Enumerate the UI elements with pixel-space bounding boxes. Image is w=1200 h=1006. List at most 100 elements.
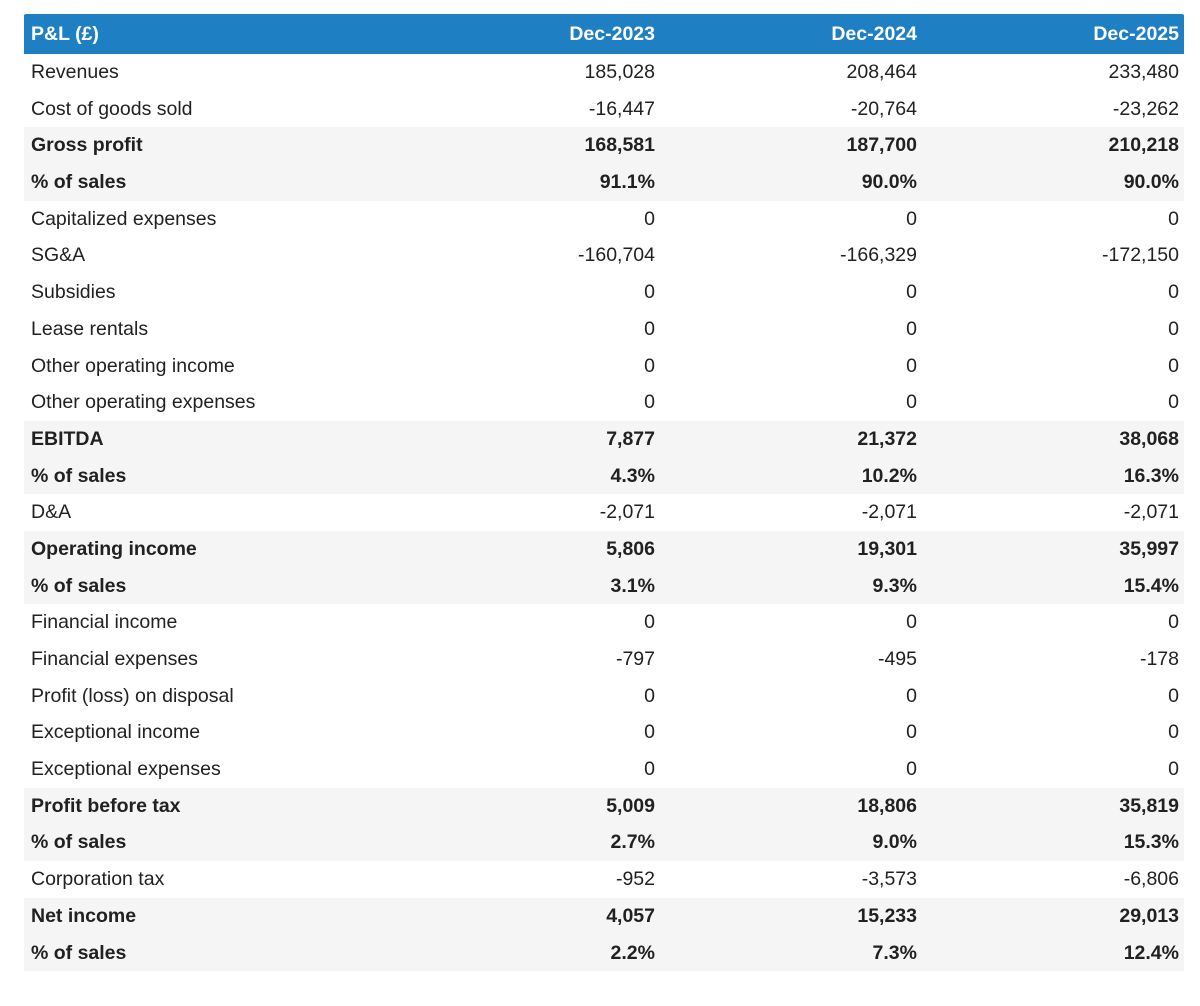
row-value: 0 (644, 281, 655, 304)
row-label: % of sales (31, 941, 127, 964)
row-value: 0 (1168, 317, 1179, 340)
row-value: 0 (1168, 758, 1179, 781)
row-value: 0 (1168, 611, 1179, 634)
row-value: 233,480 (1108, 61, 1180, 83)
row-value: 15.4% (1123, 574, 1179, 597)
row-value: 21,372 (857, 427, 917, 450)
row-value: -2,071 (861, 501, 917, 524)
row-value: 185,028 (584, 61, 656, 83)
row-value: 9.3% (872, 574, 917, 597)
row-value: 19,301 (857, 537, 917, 560)
row-value: -166,329 (840, 244, 917, 267)
row-value: 7,877 (606, 427, 655, 450)
table-row: Financial expenses -797 -495 -178 (24, 641, 1184, 678)
row-value: 35,997 (1119, 537, 1179, 560)
table-row: % of sales 2.2% 7.3% 12.4% (24, 934, 1184, 972)
table-row: Subsidies 0 0 0 (24, 274, 1184, 311)
row-value: 0 (906, 281, 917, 304)
row-value: 187,700 (846, 134, 918, 157)
row-value: 35,819 (1119, 794, 1179, 817)
table-row: Capitalized expenses 0 0 0 (24, 200, 1184, 238)
row-value: -23,262 (1112, 97, 1179, 120)
row-label: D&A (31, 501, 72, 524)
row-value: 5,009 (606, 794, 655, 817)
table-row: Profit before tax 5,009 18,806 35,819 (24, 787, 1184, 825)
row-label: Profit (loss) on disposal (31, 684, 234, 707)
table-row: Gross profit 168,581 187,700 210,218 (24, 127, 1184, 165)
table-row: % of sales 91.1% 90.0% 90.0% (24, 164, 1184, 201)
table-row: Exceptional expenses 0 0 0 (24, 751, 1184, 788)
table-row: Operating income 5,806 19,301 35,997 (24, 530, 1184, 568)
table-row: SG&A -160,704 -166,329 -172,150 (24, 237, 1184, 275)
row-label: Subsidies (31, 281, 116, 304)
row-label: Exceptional expenses (31, 758, 221, 781)
row-label: Capitalized expenses (31, 207, 217, 230)
row-value: 16.3% (1123, 464, 1179, 487)
row-value: -160,704 (578, 244, 655, 267)
row-value: 168,581 (584, 134, 656, 157)
row-value: 12.4% (1123, 941, 1179, 964)
row-label: Operating income (31, 537, 197, 560)
row-value: 0 (906, 758, 917, 781)
row-value: 0 (644, 684, 655, 707)
row-label: Financial expenses (31, 648, 198, 670)
row-value: -172,150 (1102, 244, 1179, 267)
row-value: 3.1% (610, 574, 655, 597)
row-value: 210,218 (1108, 134, 1180, 157)
row-label: % of sales (31, 464, 127, 487)
row-value: 0 (906, 317, 917, 340)
column-header-dec-2023: Dec-2023 (569, 23, 655, 45)
row-value: 4.3% (610, 464, 655, 487)
row-label: Profit before tax (31, 794, 181, 817)
row-value: 0 (644, 758, 655, 781)
table-row: Financial income 0 0 0 (24, 604, 1184, 641)
table-header-row: P&L (£) Dec-2023 Dec-2024 Dec-2025 (24, 14, 1184, 54)
row-value: 0 (906, 354, 917, 377)
row-value: 0 (644, 317, 655, 340)
row-value: -797 (615, 648, 655, 670)
row-value: 15,233 (857, 904, 917, 927)
table-row: Lease rentals 0 0 0 (24, 310, 1184, 348)
row-label: Lease rentals (31, 317, 149, 340)
table-row: Other operating income 0 0 0 (24, 347, 1184, 385)
row-value: 0 (644, 354, 655, 377)
row-value: -6,806 (1123, 868, 1179, 891)
row-value: 0 (906, 611, 917, 634)
row-value: 90.0% (1123, 171, 1179, 194)
table-row: Exceptional income 0 0 0 (24, 714, 1184, 752)
row-value: 0 (1168, 354, 1179, 377)
row-value: 0 (1168, 207, 1179, 230)
row-value: -2,071 (599, 501, 655, 524)
row-value: 0 (906, 684, 917, 707)
table-row: % of sales 4.3% 10.2% 16.3% (24, 457, 1184, 495)
pnl-table: P&L (£) Dec-2023 Dec-2024 Dec-2025 Reven… (24, 14, 1184, 972)
row-value: -952 (615, 868, 655, 891)
row-value: -20,764 (850, 97, 917, 120)
row-value: 18,806 (857, 794, 917, 817)
row-label: Net income (31, 904, 137, 927)
table-row: Net income 4,057 15,233 29,013 (24, 897, 1184, 935)
row-value: 0 (644, 611, 655, 634)
row-value: 0 (1168, 391, 1179, 414)
row-label: Cost of goods sold (31, 97, 193, 120)
column-header-dec-2025: Dec-2025 (1093, 23, 1179, 45)
row-label: % of sales (31, 574, 127, 597)
table-row: % of sales 3.1% 9.3% 15.4% (24, 567, 1184, 605)
row-value: 2.7% (610, 831, 655, 854)
row-value: -16,447 (588, 97, 655, 120)
row-value: 0 (906, 391, 917, 414)
row-value: 0 (906, 721, 917, 744)
row-value: -3,573 (861, 868, 917, 891)
table-row: Profit (loss) on disposal 0 0 0 (24, 677, 1184, 715)
row-value: 9.0% (872, 831, 917, 854)
row-value: 5,806 (606, 537, 655, 560)
table-row: Cost of goods sold -16,447 -20,764 -23,2… (24, 90, 1184, 128)
row-value: 0 (1168, 281, 1179, 304)
table-row: EBITDA 7,877 21,372 38,068 (24, 420, 1184, 458)
row-value: 0 (644, 721, 655, 744)
table-row: Revenues 185,028 208,464 233,480 (24, 54, 1184, 91)
row-value: 0 (644, 391, 655, 414)
row-value: 7.3% (872, 941, 917, 964)
row-value: 0 (1168, 684, 1179, 707)
row-value: -178 (1139, 648, 1179, 670)
